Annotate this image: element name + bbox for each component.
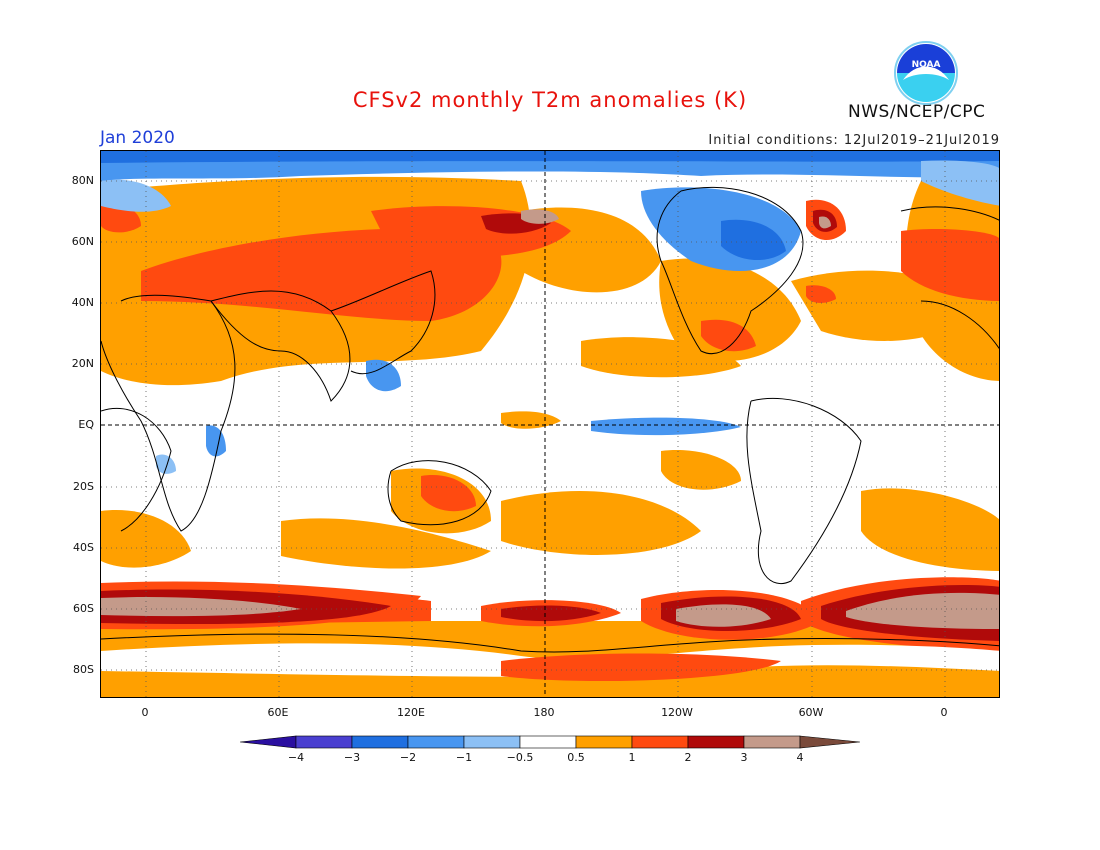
colorbar-label-10: 4 xyxy=(796,751,804,764)
lon-label-0: 0 xyxy=(141,706,149,719)
colorbar-label-1: −4 xyxy=(287,751,305,764)
lat-label-80s: 80S xyxy=(73,663,94,676)
south-america-east-warm xyxy=(861,488,999,571)
indian-ocean-warm xyxy=(281,518,491,569)
chukotka-brown xyxy=(521,209,559,224)
equatorial-pacific-cool xyxy=(591,417,741,436)
colorbar-label-5: −0.5 xyxy=(506,751,534,764)
colorbar-label-3: −2 xyxy=(399,751,417,764)
colorbar-label-9: 3 xyxy=(740,751,748,764)
north-africa-warm xyxy=(101,307,221,371)
lon-label-0-east: 0 xyxy=(940,706,948,719)
graticule xyxy=(101,151,999,697)
colorbar-swatch-3 xyxy=(407,735,465,749)
org-label: NWS/NCEP/CPC xyxy=(848,102,986,122)
lon-label-120e: 120E xyxy=(397,706,425,719)
colorbar-swatch-9 xyxy=(743,735,801,749)
lon-label-60e: 60E xyxy=(267,706,289,719)
colorbar-label-7: 1 xyxy=(628,751,636,764)
colorbar-arrow-left xyxy=(240,735,297,749)
lat-label-20n: 20N xyxy=(71,357,94,370)
southern-warm-zone-darkred-2 xyxy=(501,605,601,622)
lat-label-40s: 40S xyxy=(73,541,94,554)
south-china-sea-cool xyxy=(366,359,401,392)
europe-hot xyxy=(901,229,999,301)
colorbar-swatch-7 xyxy=(631,735,689,749)
sahel-cool xyxy=(156,454,176,474)
antarctic-red-zone xyxy=(501,653,781,681)
anomaly-field xyxy=(101,151,999,697)
lat-label-60s: 60S xyxy=(73,602,94,615)
map-title: CFSv2 monthly T2m anomalies (K) xyxy=(352,88,748,112)
colorbar-swatch-6 xyxy=(575,735,633,749)
southeast-pacific-warm xyxy=(661,450,741,490)
south-pacific-warm xyxy=(501,491,701,555)
colorbar-swatch-4 xyxy=(463,735,521,749)
initial-conditions: Initial conditions: 12Jul2019–21Jul2019 xyxy=(708,133,1000,148)
southern-warm-zone-brown-3 xyxy=(676,604,771,627)
lon-label-120w: 120W xyxy=(661,706,693,719)
greenland-brown xyxy=(819,216,831,229)
lat-label-60n: 60N xyxy=(71,235,94,248)
noaa-logo-text: NOAA xyxy=(912,60,941,70)
mexico-hot xyxy=(701,319,756,352)
lon-label-180: 180 xyxy=(533,706,555,719)
coastlines xyxy=(101,186,999,653)
lat-label-40n: 40N xyxy=(71,296,94,309)
equatorial-warm-strip xyxy=(501,411,561,429)
arctic-cool-east xyxy=(921,160,999,206)
colorbar-label-6: 0.5 xyxy=(567,751,585,764)
equator-dateline xyxy=(101,151,999,697)
scandinavia-hot xyxy=(101,204,141,233)
southern-warm-zone-brown-4 xyxy=(846,592,999,629)
lat-label-20s: 20S xyxy=(73,480,94,493)
lat-label-eq: EQ xyxy=(78,418,94,431)
arctic-cool-west xyxy=(101,179,171,212)
colorbar-arrow-right xyxy=(799,735,860,749)
south-atlantic-warm xyxy=(101,510,191,568)
atlantic-hot xyxy=(806,285,836,303)
southern-warm-zone-brown-1 xyxy=(101,597,301,617)
lon-label-60w: 60W xyxy=(798,706,824,719)
noaa-logo: NOAA xyxy=(894,41,958,105)
colorbar-label-2: −3 xyxy=(343,751,361,764)
australia-hot xyxy=(421,475,476,512)
tropical-pacific-warm xyxy=(581,337,741,378)
colorbar-swatch-8 xyxy=(687,735,745,749)
hudson-bay-cool xyxy=(721,219,786,261)
colorbar-label-4: −1 xyxy=(455,751,473,764)
colorbar-label-8: 2 xyxy=(684,751,692,764)
colorbar-swatch-1 xyxy=(295,735,353,749)
north-america-warm xyxy=(659,258,801,361)
colorbar-swatch-5 xyxy=(519,735,577,749)
arctic-cool-inner xyxy=(101,151,999,163)
colorbar xyxy=(240,735,860,749)
anomaly-map xyxy=(100,150,1000,698)
lat-label-80n: 80N xyxy=(71,174,94,187)
colorbar-swatch-2 xyxy=(351,735,409,749)
forecast-month: Jan 2020 xyxy=(100,128,175,148)
